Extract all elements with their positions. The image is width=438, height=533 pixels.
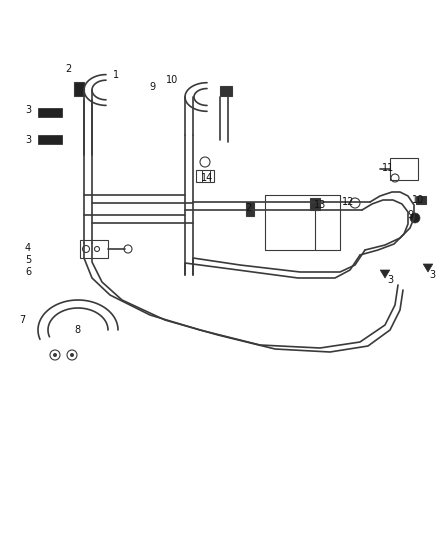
Text: 5: 5 xyxy=(25,255,31,265)
Text: 8: 8 xyxy=(74,325,80,335)
FancyBboxPatch shape xyxy=(310,198,320,210)
Text: 14: 14 xyxy=(201,173,213,183)
FancyBboxPatch shape xyxy=(74,82,84,96)
Text: 2: 2 xyxy=(65,64,71,74)
Text: 13: 13 xyxy=(314,200,326,210)
Polygon shape xyxy=(38,108,62,117)
Text: 11: 11 xyxy=(382,163,394,173)
Text: 6: 6 xyxy=(25,267,31,277)
Polygon shape xyxy=(423,264,433,272)
Text: 9: 9 xyxy=(149,82,155,92)
Circle shape xyxy=(70,353,74,357)
FancyBboxPatch shape xyxy=(246,202,254,216)
FancyBboxPatch shape xyxy=(416,196,426,204)
Text: 3: 3 xyxy=(25,135,31,145)
Text: 10: 10 xyxy=(166,75,178,85)
Text: 3: 3 xyxy=(387,275,393,285)
Text: 4: 4 xyxy=(25,243,31,253)
Text: 3: 3 xyxy=(25,105,31,115)
Text: 2: 2 xyxy=(245,203,251,213)
Circle shape xyxy=(53,353,57,357)
Polygon shape xyxy=(380,270,390,278)
Text: 12: 12 xyxy=(342,197,354,207)
Circle shape xyxy=(410,213,420,223)
Text: 10: 10 xyxy=(412,195,424,205)
Polygon shape xyxy=(38,135,62,144)
Text: 3: 3 xyxy=(429,270,435,280)
Text: 1: 1 xyxy=(113,70,119,80)
Text: 9: 9 xyxy=(407,210,413,220)
FancyBboxPatch shape xyxy=(220,86,232,96)
Text: 7: 7 xyxy=(19,315,25,325)
